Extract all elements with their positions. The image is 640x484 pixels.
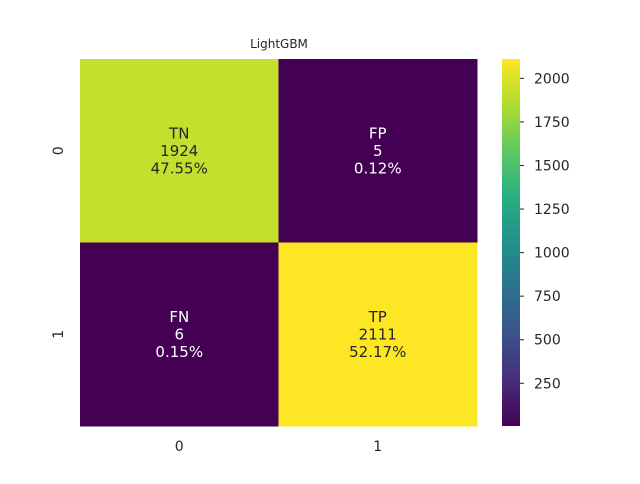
colorbar-tick-label: 1750 (534, 115, 570, 131)
cell-annotation-line: 52.17% (349, 343, 406, 361)
y-axis-ticks: 01 (51, 146, 67, 338)
cell-annotation-line: FN (169, 308, 189, 326)
cell-annotation-line: 0.12% (354, 159, 402, 177)
cell-annotation-line: TP (368, 308, 387, 326)
colorbar-tick-label: 250 (534, 376, 561, 392)
colorbar-ticks: 250 500 750 1000 1250 1500 1750 2000 (520, 71, 570, 392)
cell-annotation-line: 1924 (160, 142, 198, 160)
cell-annotation-line: 5 (373, 142, 383, 160)
colorbar-tick-label: 2000 (534, 71, 570, 87)
heatmap-cell-rect (278, 59, 478, 243)
colorbar-tick-label: 1500 (534, 158, 570, 174)
heatmap-cell-rect (80, 59, 279, 243)
y-tick-label: 1 (51, 330, 67, 339)
cell-annotation-line: 6 (174, 325, 184, 343)
x-tick-label: 1 (373, 439, 382, 455)
heatmap-cell-rect (278, 242, 478, 427)
cell-annotation-line: 0.15% (155, 343, 203, 361)
colorbar (502, 59, 520, 426)
chart-title: LightGBM (250, 37, 308, 51)
cell-annotation-line: FP (369, 124, 387, 142)
cell-annotation-line: TN (168, 124, 189, 142)
heatmap-cell-rect (80, 242, 279, 427)
colorbar-tick-label: 1000 (534, 246, 570, 262)
cell-annotation-line: 47.55% (151, 159, 208, 177)
y-tick-label: 0 (51, 146, 67, 155)
cell-annotation-line: 2111 (359, 325, 397, 343)
colorbar-tick-label: 500 (534, 333, 561, 349)
colorbar-tick-label: 750 (534, 289, 561, 305)
x-tick-label: 0 (175, 439, 184, 455)
colorbar-tick-label: 1250 (534, 202, 570, 218)
